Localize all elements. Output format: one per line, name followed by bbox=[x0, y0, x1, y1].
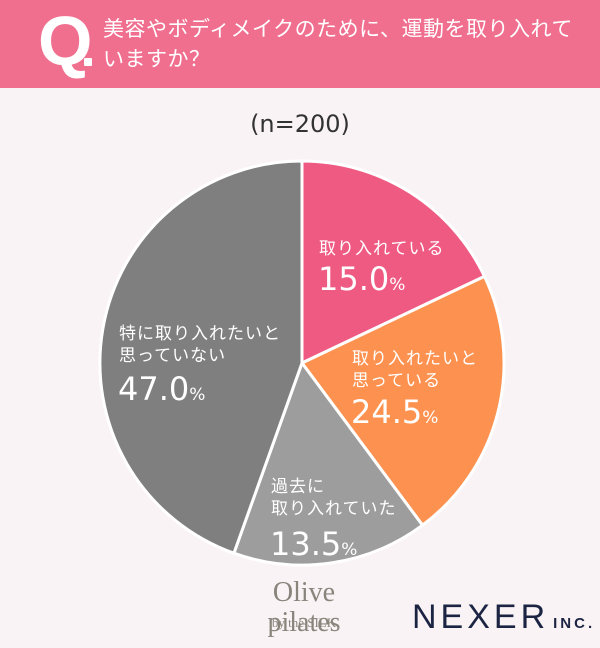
slice-label-not-interested-2: 思っていない bbox=[119, 346, 227, 366]
olive-pilates-logo: Olive pilates bbox=[267, 577, 341, 638]
slice-label-doing: 取り入れている bbox=[319, 239, 445, 259]
slice-want-to bbox=[300, 274, 506, 527]
question-header: Q 美容やボディメイクのために、運動を取り入れていますか？ bbox=[0, 0, 600, 88]
slice-doing bbox=[300, 159, 486, 365]
slice-value-doing: 15.0% bbox=[318, 263, 405, 301]
percent-sign: % bbox=[341, 540, 358, 560]
slice-not-interested bbox=[98, 159, 304, 555]
slice-label-used-to-2: 取り入れていた bbox=[271, 499, 397, 519]
slice-used-to bbox=[232, 361, 424, 567]
value-number: 24.5 bbox=[351, 393, 423, 431]
question-text: 美容やボディメイクのために、運動を取り入れていますか？ bbox=[103, 17, 573, 71]
nexer-logo: NEXER INC. bbox=[412, 600, 595, 641]
q-icon: Q bbox=[38, 2, 92, 80]
slice-label-not-interested-1: 特に取り入れたいと bbox=[119, 324, 281, 344]
slice-value-not-interested: 47.0% bbox=[118, 373, 205, 411]
percent-sign: % bbox=[422, 408, 439, 428]
olive-pilates-subtitle: by the SILK bbox=[271, 615, 337, 630]
value-number: 13.5 bbox=[270, 525, 342, 563]
sample-size: (n=200) bbox=[250, 110, 350, 138]
slice-value-used-to: 13.5% bbox=[270, 528, 357, 566]
slice-label-want-to-2: 思っている bbox=[352, 371, 442, 391]
percent-sign: % bbox=[389, 275, 406, 295]
slice-value-want-to: 24.5% bbox=[351, 396, 438, 434]
slice-label-want-to-1: 取り入れたいと bbox=[352, 349, 478, 369]
value-number: 47.0 bbox=[118, 370, 190, 408]
value-number: 15.0 bbox=[318, 260, 390, 298]
slice-label-used-to-1: 過去に bbox=[271, 477, 325, 497]
company-suffix: INC. bbox=[553, 615, 596, 632]
percent-sign: % bbox=[189, 385, 206, 405]
q-dot-icon bbox=[84, 58, 92, 66]
company-name: NEXER bbox=[412, 598, 550, 636]
